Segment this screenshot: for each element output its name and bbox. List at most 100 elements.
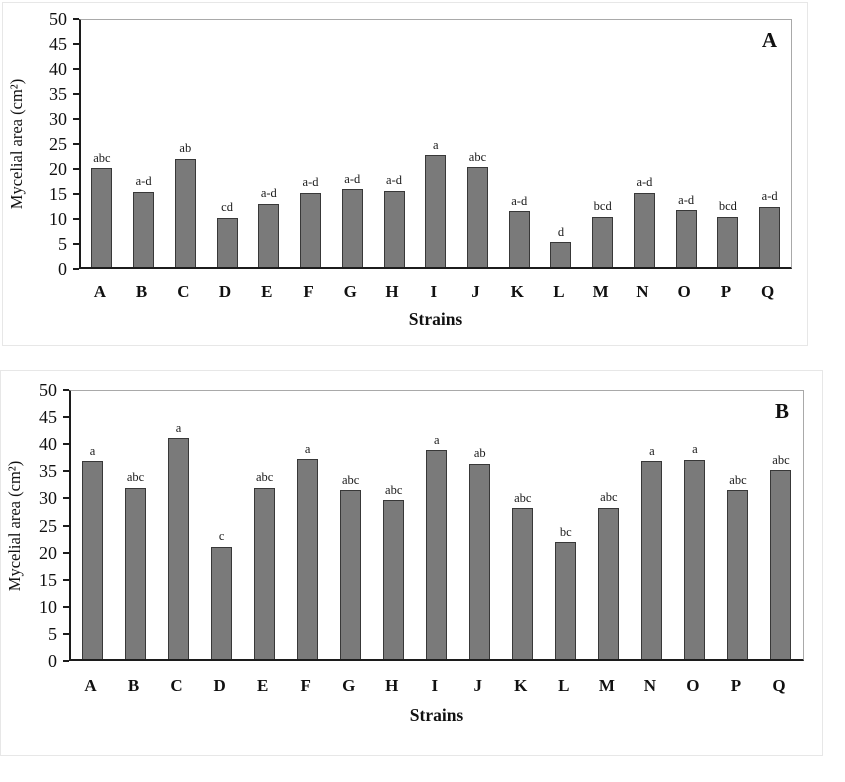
bar xyxy=(466,167,488,267)
y-tick-mark xyxy=(73,68,79,70)
y-tick-label: 0 xyxy=(48,651,57,671)
bar xyxy=(300,192,322,267)
bar xyxy=(216,217,238,267)
bar xyxy=(550,242,572,267)
bar xyxy=(340,490,362,659)
bar xyxy=(633,192,655,267)
bar-annotation: a-d xyxy=(636,175,653,190)
y-tick-label: 20 xyxy=(49,159,67,179)
y-tick-label: 15 xyxy=(39,569,57,590)
y-tick-label: 10 xyxy=(49,209,67,229)
x-category-label: F xyxy=(303,282,314,301)
bar-annotation: a-d xyxy=(344,171,361,186)
bar-annotation: bcd xyxy=(593,199,612,214)
bar xyxy=(508,211,530,267)
x-category-label: P xyxy=(720,282,732,301)
bar xyxy=(425,155,447,267)
y-tick-label: 25 xyxy=(39,515,57,536)
bar xyxy=(759,206,781,267)
y-tick-mark xyxy=(73,18,79,20)
bar-annotation: cd xyxy=(221,200,233,215)
y-tick-mark xyxy=(73,93,79,95)
bar-annotation: a xyxy=(692,442,698,457)
x-category-label: F xyxy=(300,676,311,695)
bar-annotation: c xyxy=(218,529,225,544)
bar xyxy=(770,470,792,659)
x-category-label: A xyxy=(93,282,106,301)
x-category-label: N xyxy=(636,282,649,301)
x-axis-title: Strains xyxy=(408,309,463,329)
bar-annotation: a-d xyxy=(302,175,319,190)
bar-annotation: bcd xyxy=(718,199,737,214)
bar-annotation: abc xyxy=(385,482,403,497)
x-category-label: I xyxy=(431,676,439,695)
bar xyxy=(641,461,663,659)
bar-annotation: ab xyxy=(179,141,192,156)
bar xyxy=(426,450,448,659)
bar xyxy=(133,191,155,267)
y-tick-mark xyxy=(63,632,69,635)
y-tick-label: 35 xyxy=(39,461,57,482)
y-tick-mark xyxy=(63,578,69,581)
bar xyxy=(512,508,534,659)
bar-annotation: abc xyxy=(729,472,747,487)
panel-label: A xyxy=(761,28,777,52)
y-tick-label: 15 xyxy=(49,184,67,204)
bar-annotation: a-d xyxy=(135,174,152,189)
y-tick-mark xyxy=(73,268,79,270)
y-tick-label: 5 xyxy=(58,234,67,254)
x-axis-title: Strains xyxy=(409,705,464,725)
bar xyxy=(254,487,276,659)
bar xyxy=(469,463,491,659)
bar-annotation: a xyxy=(432,137,439,152)
x-category-label: B xyxy=(135,282,148,301)
bar xyxy=(82,461,103,659)
y-tick-mark xyxy=(73,193,79,195)
bar-annotation: abc xyxy=(772,452,790,467)
y-tick-mark xyxy=(73,143,79,145)
y-tick-mark xyxy=(73,168,79,170)
bar xyxy=(91,168,113,267)
x-category-label: K xyxy=(510,282,524,301)
y-tick-mark xyxy=(73,218,79,220)
y-tick-mark xyxy=(63,470,69,473)
y-tick-mark xyxy=(63,551,69,554)
x-category-label: D xyxy=(213,676,226,695)
x-category-label: B xyxy=(127,676,140,695)
bar xyxy=(598,507,620,659)
y-tick-label: 10 xyxy=(39,596,57,617)
bar xyxy=(555,542,577,659)
bar-annotation: a-d xyxy=(761,189,778,204)
y-tick-label: 50 xyxy=(49,9,67,29)
y-tick-label: 30 xyxy=(49,109,67,129)
x-category-label: N xyxy=(643,676,657,695)
x-category-label: L xyxy=(558,676,570,695)
y-tick-label: 25 xyxy=(49,134,67,154)
x-category-label: J xyxy=(471,282,480,301)
x-category-label: D xyxy=(218,282,232,301)
x-category-label: C xyxy=(177,282,190,301)
bar-annotation: abc xyxy=(342,472,360,487)
bar xyxy=(174,158,196,267)
bar-annotation: a xyxy=(89,443,96,458)
y-tick-label: 45 xyxy=(49,34,67,54)
bar-annotation: d xyxy=(557,224,565,239)
figure-panel-b: Mycelial area (cm²) B a abc a c abc a abc abc a a… xyxy=(0,370,823,756)
bar xyxy=(383,190,405,267)
y-tick-mark xyxy=(73,118,79,120)
plot-area: B a abc a c abc a abc abc a ab abc bc abc a a abc abc xyxy=(69,390,804,661)
x-category-label: G xyxy=(343,282,357,301)
y-tick-label: 35 xyxy=(49,84,67,104)
y-tick-mark xyxy=(63,416,69,419)
bar-annotation: abc xyxy=(600,490,618,505)
bar-annotation: abc xyxy=(255,470,274,485)
panel-label: B xyxy=(774,399,789,423)
bar xyxy=(717,216,739,267)
bar-annotation: abc xyxy=(468,149,487,164)
y-tick-mark xyxy=(73,43,79,45)
bar xyxy=(168,438,190,659)
x-category-label: C xyxy=(170,676,183,695)
bar xyxy=(383,500,405,659)
y-tick-label: 20 xyxy=(39,542,57,563)
x-category-label: Q xyxy=(761,282,775,301)
